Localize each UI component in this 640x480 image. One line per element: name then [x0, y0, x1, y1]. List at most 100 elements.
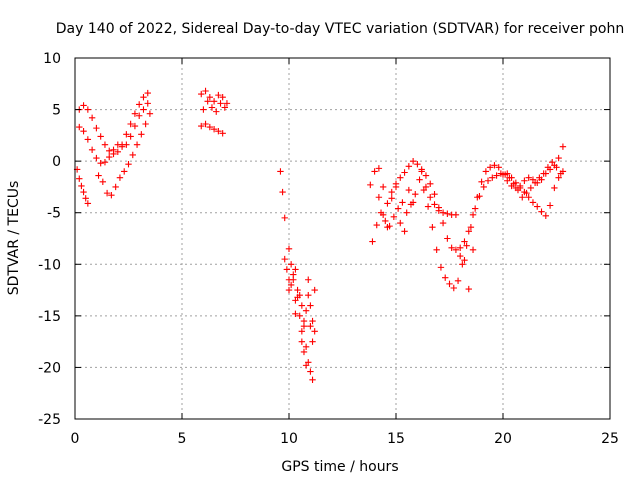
data-point: [525, 174, 532, 181]
data-point: [555, 154, 562, 162]
data-point: [144, 89, 151, 97]
data-point: [508, 174, 515, 181]
data-point: [114, 148, 121, 156]
data-point: [88, 146, 96, 153]
data-point: [142, 120, 149, 128]
y-tick-label: -5: [47, 206, 61, 222]
data-point: [414, 161, 421, 168]
data-point: [471, 205, 479, 212]
y-tick-label: -10: [38, 257, 61, 273]
data-point: [146, 110, 154, 117]
data-point: [76, 175, 83, 182]
data-point: [450, 284, 457, 292]
data-point: [309, 376, 316, 384]
data-point: [93, 124, 100, 132]
data-point: [296, 292, 303, 299]
data-point: [424, 203, 432, 210]
data-point: [311, 328, 318, 335]
data-point: [452, 211, 460, 218]
data-point: [405, 163, 413, 170]
data-point: [371, 168, 378, 175]
data-point: [444, 210, 451, 217]
data-point: [536, 174, 543, 181]
x-tick-label: 10: [280, 431, 298, 447]
data-point: [84, 200, 92, 207]
data-point: [489, 174, 496, 181]
data-point: [309, 317, 316, 325]
data-point: [80, 128, 87, 135]
data-point: [521, 177, 528, 184]
data-point: [285, 286, 293, 294]
data-point: [287, 261, 295, 268]
data-point: [290, 276, 297, 283]
data-point: [131, 110, 139, 117]
data-point: [549, 158, 556, 166]
data-point: [452, 246, 460, 254]
data-point: [118, 143, 126, 150]
data-point: [461, 256, 468, 264]
data-point: [409, 199, 417, 206]
data-point: [457, 244, 464, 251]
data-point: [463, 242, 470, 249]
grid: [75, 58, 610, 419]
data-point: [305, 292, 312, 299]
data-point: [219, 130, 226, 137]
data-point: [97, 160, 104, 167]
data-point: [292, 310, 299, 317]
data-point: [551, 184, 558, 192]
data-point: [294, 286, 301, 294]
data-point: [93, 154, 100, 162]
data-point: [403, 209, 410, 216]
data-point: [486, 164, 494, 171]
data-point: [527, 184, 535, 192]
data-point: [480, 183, 487, 191]
data-point: [540, 170, 547, 177]
data-point: [521, 188, 528, 196]
data-point: [461, 238, 468, 245]
data-point: [405, 186, 413, 194]
data-point: [202, 87, 209, 95]
data-point: [484, 177, 492, 184]
data-point: [529, 199, 537, 206]
data-point: [283, 266, 291, 273]
data-point: [373, 221, 380, 229]
data-point: [437, 264, 445, 271]
y-tick-label: 5: [52, 103, 61, 119]
data-point: [367, 181, 374, 189]
data-point: [198, 122, 205, 130]
data-point: [136, 112, 143, 119]
data-point: [401, 228, 408, 235]
data-point: [412, 190, 419, 198]
data-point: [482, 168, 490, 175]
data-point: [136, 101, 143, 108]
data-point: [108, 191, 115, 199]
data-points: [73, 87, 567, 384]
data-point: [114, 141, 121, 148]
data-point: [399, 199, 406, 206]
data-point: [418, 168, 425, 175]
data-point: [103, 189, 111, 197]
data-point: [279, 188, 286, 196]
data-point: [512, 179, 520, 187]
data-point: [454, 277, 462, 284]
data-point: [101, 158, 109, 166]
x-tick-label: 5: [178, 431, 187, 447]
data-point: [401, 169, 408, 176]
data-point: [427, 180, 434, 188]
x-tick-label: 0: [71, 431, 80, 447]
data-point: [121, 168, 128, 175]
data-point: [542, 212, 549, 220]
data-point: [538, 208, 545, 215]
data-point: [427, 194, 434, 201]
data-point: [465, 285, 472, 293]
data-point: [491, 162, 498, 169]
data-point: [469, 211, 477, 218]
x-tick-label: 20: [494, 431, 512, 447]
data-point: [106, 147, 113, 155]
data-point: [300, 317, 308, 325]
data-point: [422, 183, 430, 191]
data-point: [281, 255, 288, 263]
data-point: [76, 123, 83, 131]
data-point: [221, 104, 228, 111]
data-point: [516, 184, 524, 192]
